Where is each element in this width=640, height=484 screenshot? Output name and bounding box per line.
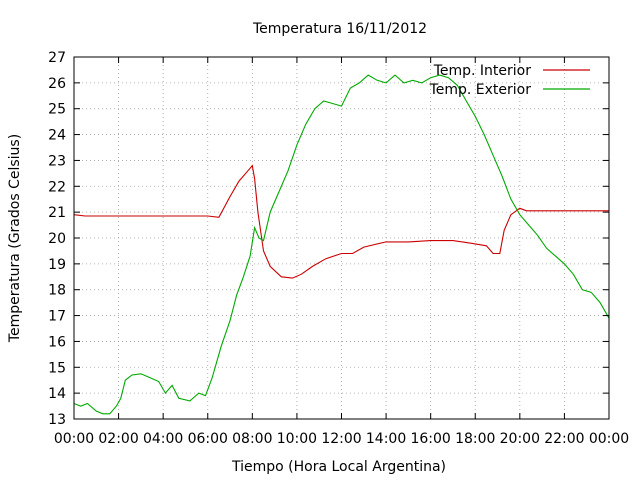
- x-axis-label: Tiempo (Hora Local Argentina): [231, 459, 446, 475]
- y-tick-label: 21: [48, 205, 66, 221]
- series-line-temp-interior: [73, 164, 609, 279]
- chart-title: Temperatura 16/11/2012: [252, 21, 427, 37]
- y-tick-label: 13: [48, 412, 66, 428]
- x-tick-label: 22:00: [544, 431, 584, 447]
- y-tick-label: 16: [48, 334, 66, 350]
- legend-label-temp-interior: Temp. Interior: [433, 63, 532, 79]
- x-tick-label: 06:00: [188, 431, 228, 447]
- y-tick-label: 25: [48, 102, 66, 118]
- x-tick-label: 08:00: [232, 431, 272, 447]
- series-layer: [73, 74, 610, 415]
- x-tick-label: 18:00: [455, 431, 495, 447]
- series-line-temp-exterior: [73, 74, 610, 415]
- y-tick-label: 20: [48, 231, 66, 247]
- y-tick-label: 15: [48, 360, 66, 376]
- y-axis-label: Temperatura (Grados Celsius): [7, 134, 23, 343]
- x-tick-label: 04:00: [143, 431, 183, 447]
- y-tick-label: 24: [48, 128, 66, 144]
- legend-label-temp-exterior: Temp. Exterior: [429, 82, 532, 98]
- y-tick-label: 26: [48, 76, 66, 92]
- y-tick-label: 19: [48, 257, 66, 273]
- x-tick-label: 00:00: [54, 431, 94, 447]
- x-tick-label: 20:00: [500, 431, 540, 447]
- x-tick-label: 14:00: [366, 431, 406, 447]
- y-tick-label: 22: [48, 179, 66, 195]
- y-tick-label: 18: [48, 283, 66, 299]
- x-tick-label: 10:00: [277, 431, 317, 447]
- x-tick-label: 12:00: [321, 431, 361, 447]
- y-tick-label: 17: [48, 309, 66, 325]
- legend: Temp. Interior Temp. Exterior: [429, 63, 590, 98]
- x-tick-label: 16:00: [410, 431, 450, 447]
- x-tick-label: 00:00: [589, 431, 629, 447]
- x-tick-label: 02:00: [98, 431, 138, 447]
- y-tick-label: 23: [48, 153, 66, 169]
- y-tick-label: 14: [48, 386, 66, 402]
- y-tick-label: 27: [48, 50, 66, 66]
